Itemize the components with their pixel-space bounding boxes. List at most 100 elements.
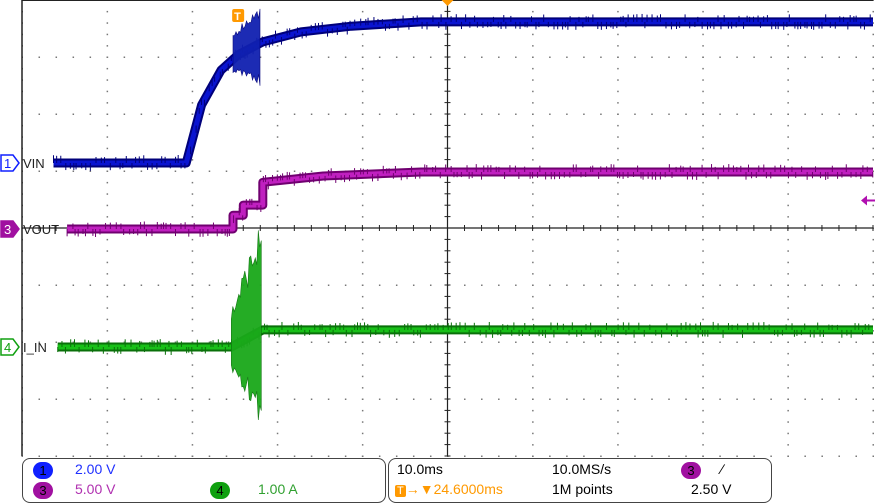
grid-dot [395, 113, 398, 115]
grid-dot [378, 341, 381, 343]
grid-dot [617, 352, 619, 355]
grid-dot [378, 398, 381, 400]
grid-dot [617, 45, 619, 47]
grid-dot [532, 238, 534, 241]
grid-dot [787, 318, 789, 321]
channel-1-badge[interactable]: 1 [33, 462, 53, 479]
grid-dot [225, 455, 228, 457]
grid-dot [583, 113, 585, 115]
grid-dot [821, 56, 823, 58]
grid-dot [106, 444, 109, 446]
grid-dot [515, 56, 517, 58]
grid-dot [787, 33, 789, 36]
grid-dot [617, 79, 619, 81]
grid-dot [617, 193, 619, 195]
grid-dot [668, 56, 670, 58]
grid-dot [310, 341, 313, 343]
grid-dot [617, 307, 619, 309]
grid-dot [157, 455, 160, 457]
grid-dot [617, 261, 619, 264]
grid-dot [651, 455, 653, 457]
grid-dot [787, 90, 789, 93]
time-per-div[interactable]: 10.0ms [397, 461, 443, 477]
grid-dot [310, 455, 313, 457]
grid-dot [617, 102, 619, 104]
grid-dot [872, 159, 874, 161]
grid-dot [787, 45, 789, 47]
grid-dot [464, 284, 466, 286]
grid-dot [361, 398, 364, 400]
record-length[interactable]: 1M points [552, 481, 613, 497]
grid-dot [770, 398, 772, 400]
grid-dot [38, 341, 41, 343]
grid-dot [276, 284, 279, 286]
grid-dot [617, 67, 619, 70]
grid-dot [617, 455, 619, 457]
grid-dot [787, 102, 789, 104]
grid-dot [838, 56, 840, 58]
grid-dot [276, 90, 279, 93]
grid-dot [106, 67, 109, 70]
grid-dot [72, 455, 75, 457]
grid-dot [872, 409, 874, 412]
grid-dot [651, 341, 653, 343]
grid-dot [532, 307, 534, 309]
grid-dot [651, 398, 653, 400]
grid-dot [157, 170, 160, 172]
grid-dot [38, 284, 41, 286]
grid-dot [702, 261, 704, 264]
channel-3-badge[interactable]: 3 [33, 482, 53, 499]
grid-dot [123, 398, 126, 400]
channel-4-badge[interactable]: 4 [210, 482, 230, 499]
grid-dot [344, 455, 347, 457]
grid-dot [191, 10, 194, 13]
grid-dot [702, 204, 704, 207]
grid-dot [276, 102, 279, 104]
sample-rate: 10.0MS/s [552, 461, 612, 477]
grid-dot [634, 398, 636, 400]
grid-dot [106, 307, 109, 309]
channel-1-scale: 2.00 V [75, 461, 116, 477]
grid-dot [600, 113, 602, 115]
grid-dot [617, 181, 619, 184]
grid-dot [617, 216, 619, 218]
grid-dot [361, 193, 364, 195]
grid-dot [191, 250, 194, 252]
grid-dot [634, 284, 636, 286]
grid-dot [702, 238, 704, 241]
trigger-source-badge[interactable]: 3 [681, 462, 701, 479]
grid-dot [140, 398, 143, 400]
grid-dot [855, 56, 857, 58]
grid-dot [617, 124, 619, 127]
grid-dot [736, 455, 738, 457]
grid-dot [276, 216, 279, 218]
grid-dot [429, 455, 432, 457]
grid-dot [532, 113, 534, 115]
grid-dot [174, 455, 177, 457]
grid-dot [566, 398, 568, 400]
grid-dot [685, 341, 687, 343]
grid-dot [106, 273, 109, 275]
trigger-delay[interactable]: T →▼24.6000ms [395, 481, 503, 497]
channel-4-marker-number: 4 [4, 340, 11, 355]
grid-dot [242, 455, 245, 457]
grid-dot [787, 56, 789, 58]
grid-dot [191, 364, 194, 366]
grid-dot [702, 10, 704, 13]
grid-dot [72, 398, 75, 400]
grid-dot [140, 56, 143, 58]
grid-dot [395, 398, 398, 400]
grid-dot [293, 284, 296, 286]
grid-dot [191, 159, 194, 161]
grid-dot [106, 10, 109, 13]
trigger-level[interactable]: 2.50 V [691, 481, 732, 497]
grid-dot [872, 22, 874, 24]
grid-dot [702, 307, 704, 309]
grid-dot [208, 284, 211, 286]
grid-dot [123, 341, 126, 343]
grid-dot [106, 33, 109, 36]
grid-dot [225, 170, 228, 172]
grid-dot [89, 113, 92, 115]
grid-dot [685, 455, 687, 457]
trigger-position-label: T [234, 11, 241, 23]
